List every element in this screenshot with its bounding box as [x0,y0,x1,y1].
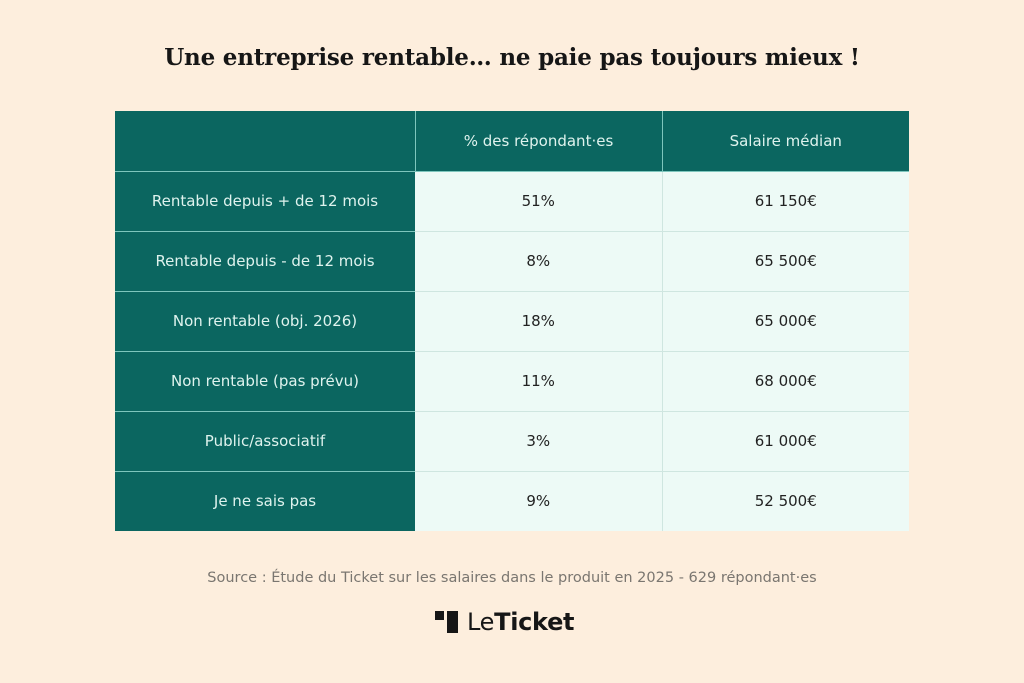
row-percent: 51% [415,171,663,232]
row-label: Non rentable (pas prévu) [115,351,415,412]
source-caption: Source : Étude du Ticket sur les salaire… [207,570,817,586]
row-percent: 3% [415,411,663,472]
table-row: Rentable depuis + de 12 mois 51% 61 150€ [115,171,909,232]
table-row: Public/associatif 3% 61 000€ [115,411,909,472]
table-row: Non rentable (pas prévu) 11% 68 000€ [115,351,909,412]
row-label: Public/associatif [115,411,415,472]
row-salary: 61 150€ [662,171,909,232]
row-salary: 68 000€ [662,351,909,412]
row-percent: 11% [415,351,663,412]
header-category [115,111,416,172]
table-row: Rentable depuis - de 12 mois 8% 65 500€ [115,231,909,292]
salary-table: % des répondant·es Salaire médian Rentab… [115,111,909,531]
header-percent: % des répondant·es [415,111,663,172]
row-label: Je ne sais pas [115,471,415,531]
row-label: Rentable depuis - de 12 mois [115,231,415,292]
row-salary: 65 500€ [662,231,909,292]
page-title: Une entreprise rentable… ne paie pas tou… [164,44,860,71]
row-salary: 65 000€ [662,291,909,352]
table-row: Non rentable (obj. 2026) 18% 65 000€ [115,291,909,352]
ticket-logo-icon [435,611,461,633]
table-header-row: % des répondant·es Salaire médian [115,111,909,172]
row-label: Non rentable (obj. 2026) [115,291,415,352]
row-percent: 8% [415,231,663,292]
header-salary: Salaire médian [662,111,909,172]
leticket-logo: LeTicket [435,608,575,636]
row-salary: 52 500€ [754,492,817,511]
logo-name: Ticket [494,608,575,636]
table-row: Je ne sais pas 9% 52 500€ [115,471,909,531]
row-percent: 9% [415,471,663,531]
logo-prefix: Le [467,608,495,636]
row-label: Rentable depuis + de 12 mois [115,171,415,232]
logo-wordmark: LeTicket [467,608,575,636]
row-salary: 61 000€ [662,411,909,472]
row-percent: 18% [415,291,663,352]
